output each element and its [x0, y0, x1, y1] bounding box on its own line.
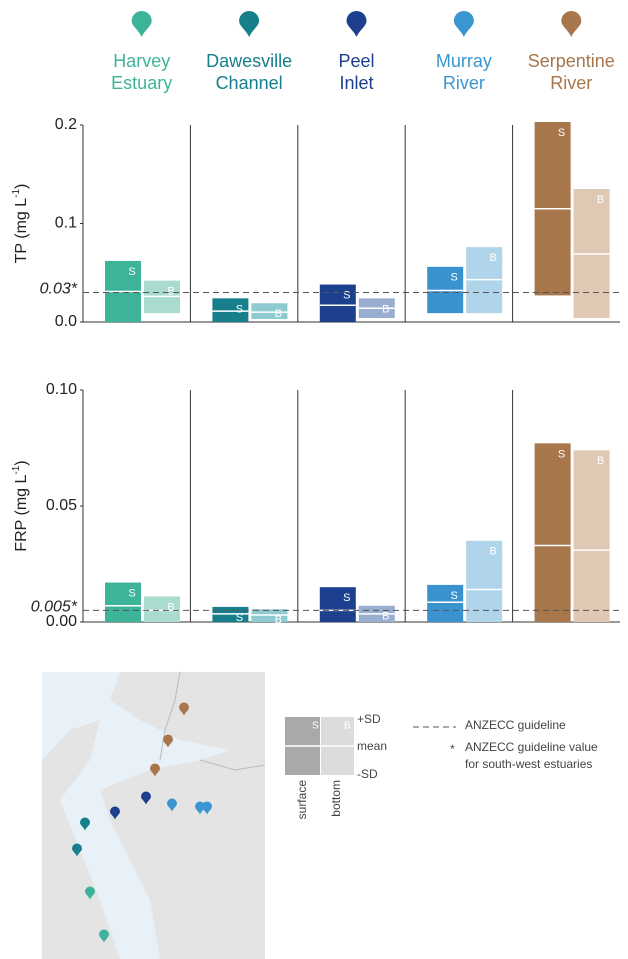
- y-label-text: FRP (mg L: [13, 474, 30, 551]
- location-pin: [99, 929, 109, 943]
- site-name: Murray: [436, 51, 492, 71]
- site-name: Channel: [216, 73, 283, 93]
- guideline-label: 0.03*: [40, 281, 78, 298]
- y-tick-label: 0.1: [55, 215, 77, 232]
- y-tick-label: 0.2: [55, 116, 77, 133]
- location-pin: [72, 843, 82, 857]
- location-pin: [167, 798, 177, 812]
- y-axis-label: TP (mg L-1): [11, 184, 31, 264]
- bar-letter: B: [167, 286, 174, 298]
- location-pin: [179, 702, 189, 716]
- legend-s: S: [312, 721, 319, 732]
- site-name: Serpentine: [528, 51, 615, 71]
- bar-letter: B: [382, 611, 389, 623]
- y-label-sup: -1: [11, 189, 22, 198]
- bar: [534, 443, 571, 622]
- legend-star: *: [450, 742, 455, 756]
- bar-letter: B: [597, 455, 604, 467]
- bar-letter: S: [343, 592, 350, 604]
- bar: [251, 303, 288, 320]
- bar-letter: S: [558, 127, 565, 139]
- y-tick-label: 0.10: [46, 381, 77, 398]
- location-pin: [85, 886, 95, 900]
- site-name: Dawesville: [206, 51, 292, 71]
- site-name: Estuary: [111, 73, 172, 93]
- y-tick-label: 0.00: [46, 613, 77, 630]
- y-label-sup: -1: [11, 465, 22, 474]
- location-pin: [131, 11, 152, 37]
- bar-letter: B: [275, 614, 282, 626]
- site-name: Peel: [338, 51, 374, 71]
- bar-letter: B: [490, 252, 497, 264]
- legend-b: B: [344, 721, 351, 732]
- legend-mean-label: mean: [357, 739, 387, 753]
- bar: [105, 582, 141, 622]
- bar-letter: S: [236, 303, 243, 315]
- y-label-text: TP (mg L: [13, 198, 30, 264]
- legend-minus-sd: -SD: [357, 767, 378, 781]
- location-pin: [163, 734, 173, 748]
- bar: [573, 450, 610, 622]
- y-tick-label: 0.05: [46, 497, 77, 514]
- bar: [319, 587, 356, 622]
- legend-guideline-label: ANZECC guideline: [465, 718, 566, 732]
- bar-letter: S: [451, 590, 458, 602]
- location-pin: [346, 11, 367, 37]
- bar-letter: S: [236, 612, 243, 624]
- bar-letter: S: [343, 289, 350, 301]
- legend-star-1: ANZECC guideline value: [465, 740, 598, 754]
- bar-letter: S: [128, 587, 135, 599]
- bar: [144, 596, 180, 622]
- bar-letter: B: [275, 308, 282, 320]
- bar-letter: B: [167, 601, 174, 613]
- bar-letter: B: [382, 303, 389, 315]
- site-name: River: [443, 73, 485, 93]
- guideline-label: 0.005*: [31, 599, 78, 616]
- location-pin: [110, 806, 120, 820]
- location-pin: [453, 11, 474, 37]
- bar-letter: S: [558, 448, 565, 460]
- bar: [466, 540, 503, 622]
- location-pin: [80, 817, 90, 831]
- y-axis-label: FRP (mg L-1): [11, 460, 31, 551]
- bar: [212, 298, 249, 322]
- y-tick-label: 0.0: [55, 313, 77, 330]
- site-name: Inlet: [339, 73, 373, 93]
- location-pin: [150, 763, 160, 777]
- location-pin: [239, 11, 260, 37]
- map: [42, 671, 266, 959]
- legend-plus-sd: +SD: [357, 712, 381, 726]
- location-pin: [202, 801, 212, 815]
- location-pin: [561, 11, 582, 37]
- legend-star-2: for south-west estuaries: [465, 757, 592, 771]
- bar-letter: B: [597, 194, 604, 206]
- y-label-end: ): [13, 460, 30, 465]
- bar-letter: B: [490, 546, 497, 558]
- location-pin: [141, 791, 151, 805]
- bar: [427, 584, 464, 622]
- bar-letter: S: [451, 272, 458, 284]
- y-label-end: ): [13, 184, 30, 189]
- site-name: Harvey: [113, 51, 170, 71]
- bar: [319, 284, 356, 322]
- site-name: River: [550, 73, 592, 93]
- legend-surface-label: surface: [295, 780, 309, 820]
- bar-letter: S: [128, 266, 135, 278]
- legend-bottom-label: bottom: [329, 780, 343, 817]
